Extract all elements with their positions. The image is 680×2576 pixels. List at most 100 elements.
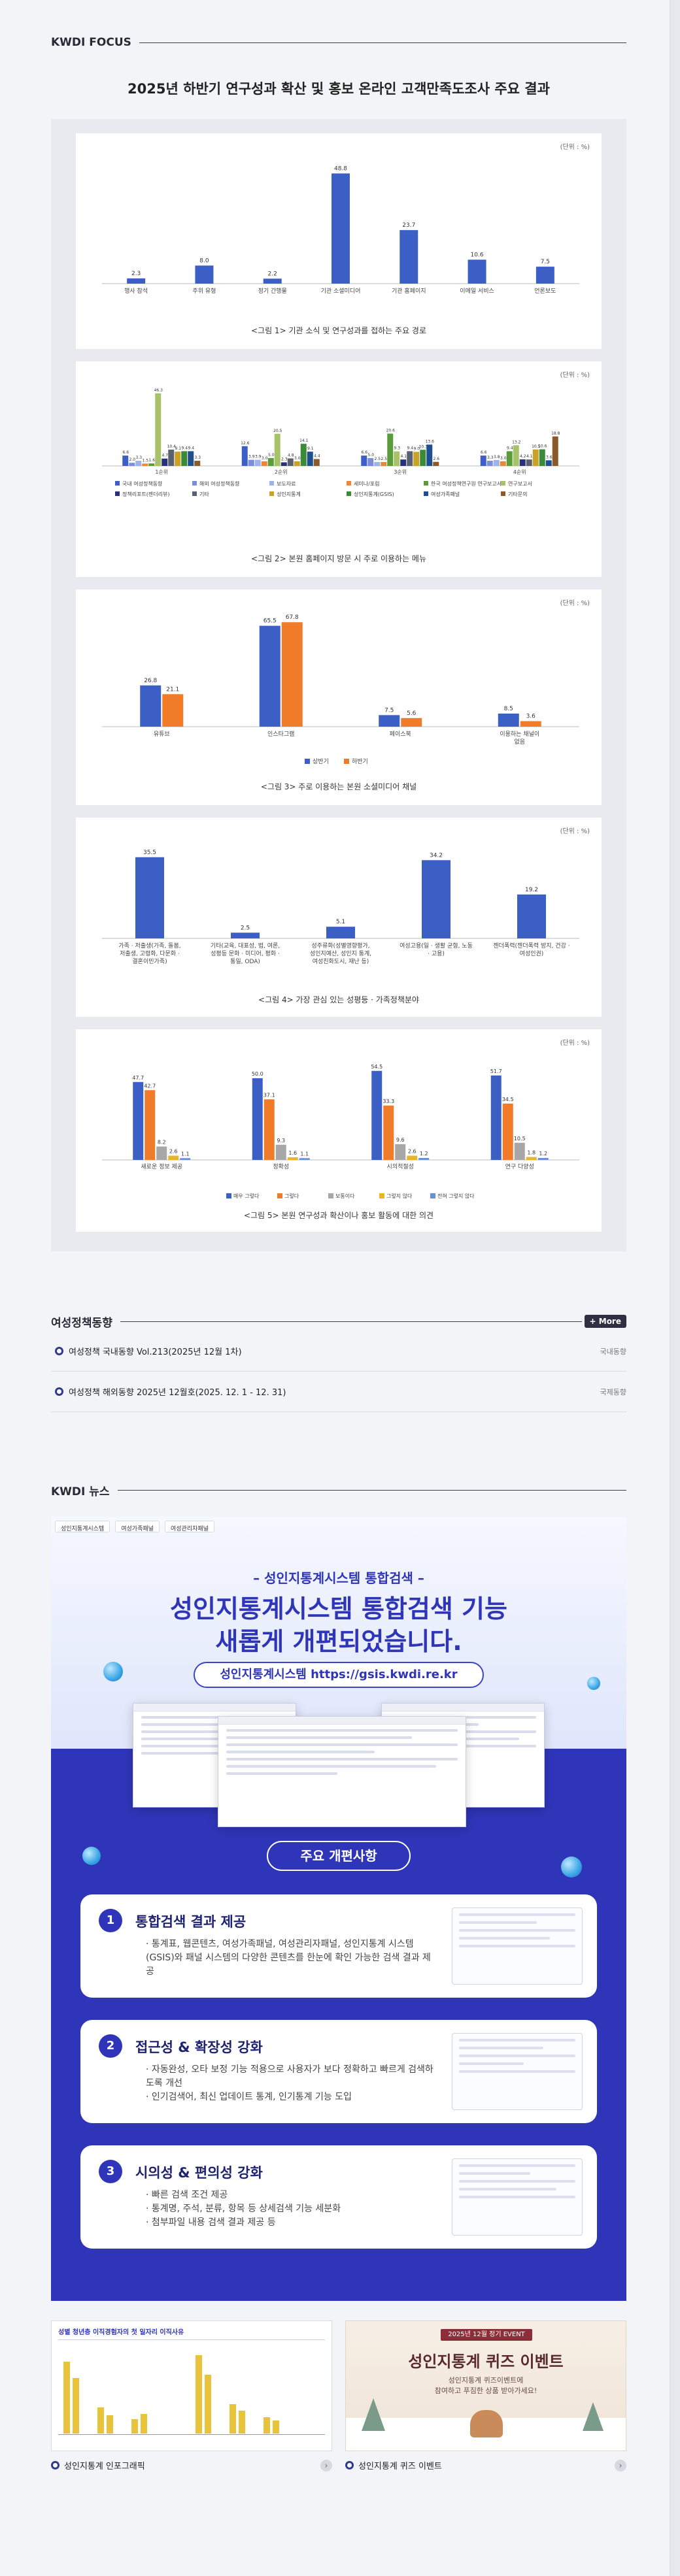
bar <box>374 462 381 466</box>
data-label: 4.1 <box>400 454 407 459</box>
data-label: 3.0 <box>500 456 507 461</box>
bar <box>195 265 214 284</box>
news-thumbnails: 성별 청년층 이직경험자의 첫 일자리 이직사유 <box>51 2320 626 2471</box>
legend-swatch <box>379 1193 384 1198</box>
legend-label: 성인지통계(GSIS) <box>354 491 394 497</box>
thumb-caption-text[interactable]: 성인지통계 퀴즈 이벤트 <box>358 2462 442 2471</box>
data-label: 9.6 <box>396 1137 405 1143</box>
data-label: 2.0 <box>129 457 135 462</box>
thumb-caption[interactable]: 성인지통계 인포그래픽 › <box>51 2459 332 2471</box>
more-button[interactable]: + More <box>584 1315 626 1328</box>
bar <box>413 452 420 466</box>
bar <box>135 857 164 938</box>
thumb-caption-text[interactable]: 성인지통계 인포그래픽 <box>64 2462 145 2471</box>
list-item[interactable]: 여성정책 해외동향 2025년 12월호(2025. 12. 1 - 12. 3… <box>51 1372 626 1412</box>
chart-1: 2.3 행사 참석 8.0 주위 유형 2.2 정기 간행물 48.8 기관 소셜미디어 23.… <box>102 165 579 295</box>
divider <box>139 42 626 43</box>
scrollbar-track[interactable] <box>670 0 680 2576</box>
tick-label: 성평등 문화 · 미디어, 평화 · <box>211 950 280 957</box>
gsis-search-banner[interactable]: 성인지통계시스템 여성가족패널 여성관리자패널 – 성인지통계시스템 통합검색 … <box>51 1517 626 2301</box>
legend-label: 정책리포트(젠더리뷰) <box>122 491 169 497</box>
tick-label: 여성고용(일 · 생활 균형, 노동 <box>400 942 473 949</box>
chart-caption: <그림 5> 본원 연구성과 확산이나 홍보 활동에 대한 의견 <box>243 1211 434 1220</box>
chart-unit: (단위 : %) <box>560 372 590 379</box>
infographic-thumbnail[interactable]: 성별 청년층 이직경험자의 첫 일자리 이직사유 <box>51 2320 332 2451</box>
thumb-caption[interactable]: 성인지통계 퀴즈 이벤트 › <box>345 2459 626 2471</box>
legend-label: 한국 여성정책연구원 연구보고서 <box>431 480 502 487</box>
legend-label: 보통이다 <box>335 1193 355 1199</box>
banner-title-line: 성인지통계시스템 통합검색 기능 <box>170 1594 507 1623</box>
bar <box>162 694 184 727</box>
bar <box>400 459 407 466</box>
infographic-card[interactable]: 성별 청년층 이직경험자의 첫 일자리 이직사유 <box>51 2320 332 2471</box>
data-label: 34.5 <box>502 1097 514 1102</box>
bar-mark <box>73 2378 79 2434</box>
legend-swatch <box>192 491 197 496</box>
bar-mark <box>273 2420 279 2434</box>
tick-label: 1순위 <box>155 469 168 475</box>
chart-3: 26.8 21.1 유튜브 65.5 67.8 인스타그램 7.5 5.6 페이스북 8.5 3.6… <box>102 614 579 765</box>
data-label: 2.6 <box>408 1149 416 1155</box>
bar <box>162 458 168 466</box>
data-label: 1.1 <box>181 1151 190 1157</box>
bar <box>520 721 541 727</box>
list-item-title[interactable]: 여성정책 국내동향 Vol.213(2025년 12월 1차) <box>69 1347 242 1357</box>
bar <box>259 625 280 727</box>
tick-label: 성인지예산, 성인지 통계, <box>310 949 371 957</box>
chart-unit: (단위 : %) <box>560 828 590 835</box>
bar <box>383 1105 394 1160</box>
banner-title-line: 새롭게 개편되었습니다. <box>215 1627 462 1656</box>
bar <box>300 444 307 466</box>
legend-swatch <box>328 1193 333 1198</box>
data-label: 9.0 <box>413 446 420 451</box>
data-label: 4.8 <box>288 453 294 457</box>
data-label: 13.6 <box>426 439 435 444</box>
news-section-title: KWDI 뉴스 <box>51 1485 110 1498</box>
policy-list: 여성정책 국내동향 Vol.213(2025년 12월 1차) 국내동향 여성정… <box>51 1331 626 1412</box>
divider <box>58 2339 325 2340</box>
bar <box>381 462 387 466</box>
bear-icon <box>470 2410 503 2437</box>
changes-pill: 주요 개편사항 <box>267 1841 411 1871</box>
chart-card-4: (단위 : %) 35.5 가족 · 저출생(가족, 돌봄, 저출생, 고령화, 다… <box>76 817 602 1017</box>
quiz-event-card[interactable]: 2025년 12월 정기 EVENT 성인지통계 퀴즈 이벤트 성인지통계 퀴즈… <box>345 2320 626 2471</box>
tick-label: 저출생, 고령화, 다문화 · <box>120 949 180 957</box>
bar <box>536 267 554 284</box>
bar <box>254 459 261 466</box>
data-label: 9.4 <box>188 446 194 450</box>
data-label: 1.8 <box>527 1150 536 1156</box>
data-label: 9.4 <box>181 446 188 450</box>
banner-tab: 여성관리자패널 <box>164 1521 214 1532</box>
bar <box>433 461 439 466</box>
bar <box>148 463 155 466</box>
chart-2: 6.62.0 3.31.5 1.646.34.710.49.1 9.4 9.43.31순… <box>102 388 579 497</box>
chevron-right-icon[interactable]: › <box>320 2459 332 2471</box>
bar <box>514 1142 525 1160</box>
bar <box>248 459 254 466</box>
legend-swatch <box>192 481 197 486</box>
bar <box>133 1082 144 1160</box>
tick-label: 새로운 정보 제공 <box>141 1163 182 1170</box>
data-label: 9.4 <box>507 446 513 450</box>
data-label: 5.0 <box>367 453 374 457</box>
legend-swatch <box>347 481 351 486</box>
quiz-event-thumbnail[interactable]: 2025년 12월 정기 EVENT 성인지통계 퀴즈 이벤트 성인지통계 퀴즈… <box>345 2320 626 2451</box>
list-item[interactable]: 여성정책 국내동향 Vol.213(2025년 12월 1차) 국내동향 <box>51 1331 626 1372</box>
bar <box>500 461 506 466</box>
data-label: 1.6 <box>148 458 155 463</box>
data-label: 35.5 <box>143 850 156 856</box>
data-label: 42.7 <box>144 1083 156 1089</box>
data-label: 9.4 <box>407 446 413 450</box>
data-label: 34.2 <box>430 852 443 859</box>
bar <box>426 444 433 466</box>
legend-label: 연구보고서 <box>508 481 532 487</box>
list-item-title[interactable]: 여성정책 해외동향 2025년 12월호(2025. 12. 1 - 12. 3… <box>69 1388 286 1398</box>
chevron-right-icon[interactable]: › <box>615 2459 626 2471</box>
data-label: 3.3 <box>487 455 494 460</box>
legend-label: 기타 <box>199 491 209 497</box>
bar <box>313 459 320 466</box>
data-label: 9.1 <box>175 446 181 451</box>
data-label: 7.5 <box>384 707 394 714</box>
bar <box>122 455 129 466</box>
